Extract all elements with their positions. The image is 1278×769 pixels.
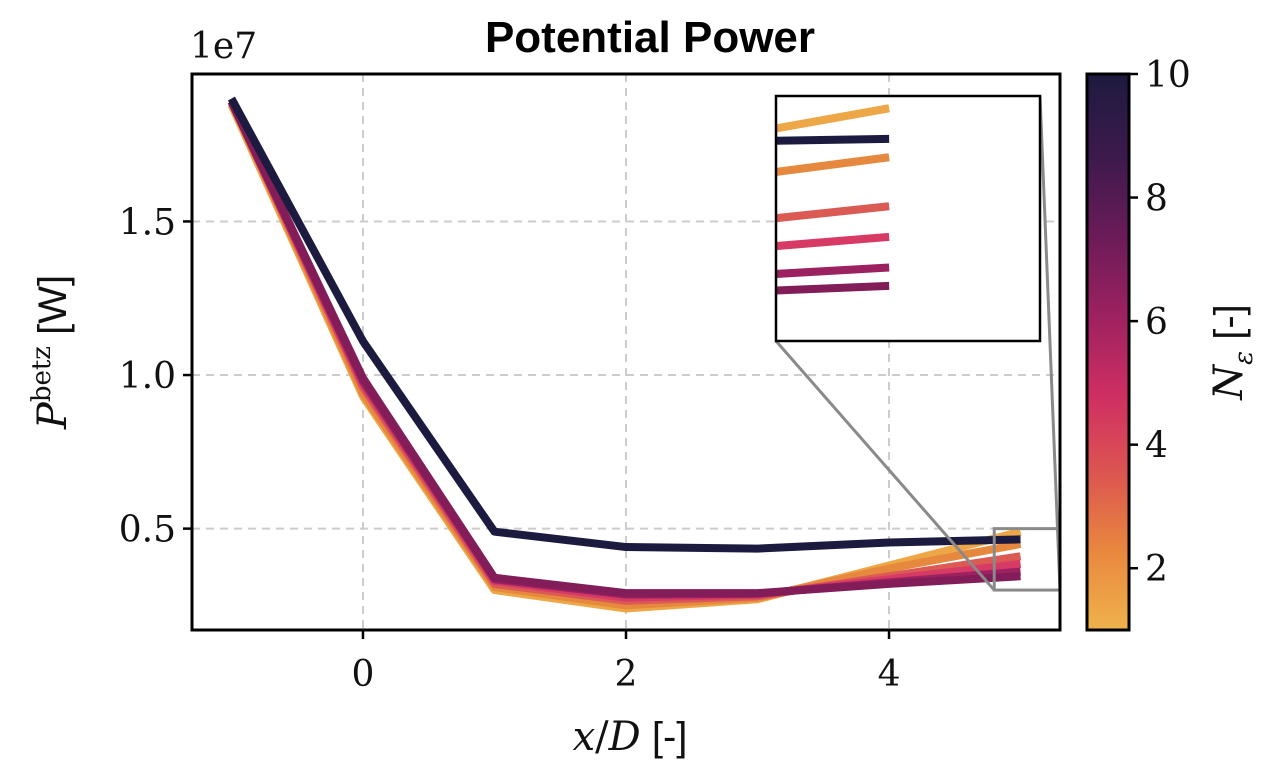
- y-tick-label: 1.5: [119, 202, 176, 243]
- colorbar-label: Nε [-]: [1206, 304, 1259, 401]
- x-tick-label: 2: [615, 654, 638, 695]
- y-tick-label: 0.5: [119, 510, 176, 551]
- zoom-indicator: [774, 95, 1062, 592]
- x-tick-label: 0: [352, 654, 375, 695]
- chart-title: Potential Power: [485, 13, 815, 62]
- zoom-connector: [1038, 95, 1062, 591]
- series-line: [227, 96, 1021, 553]
- x-tick-label: 4: [878, 654, 901, 695]
- zoom-connector: [774, 340, 996, 592]
- x-axis-label: x/D [-]: [573, 714, 688, 760]
- colorbar-tick-label: 10: [1145, 55, 1191, 96]
- colorbar-frame: [1085, 72, 1131, 632]
- y-offset-label: 1e7: [190, 26, 257, 67]
- colorbar-tick-label: 2: [1145, 549, 1168, 590]
- inset-background: [776, 96, 1040, 341]
- inset-frame: [774, 94, 1042, 343]
- grid: [192, 74, 1060, 630]
- y-tick-label: 1.0: [119, 356, 176, 397]
- colorbar-ticks: 2 4 6 8 10: [1129, 55, 1191, 590]
- series-line: [227, 99, 1021, 598]
- colorbar-tick-label: 6: [1145, 302, 1168, 343]
- y-axis-label: Pbetz [W]: [27, 275, 76, 430]
- colorbar-gradient: [1087, 74, 1129, 630]
- colorbar-tick-label: 4: [1145, 426, 1168, 467]
- colorbar-tick-label: 8: [1145, 179, 1168, 220]
- y-ticks: 0.5 1.0 1.5: [119, 202, 192, 551]
- series-lines: [227, 96, 1022, 613]
- x-ticks: 0 2 4: [352, 630, 901, 695]
